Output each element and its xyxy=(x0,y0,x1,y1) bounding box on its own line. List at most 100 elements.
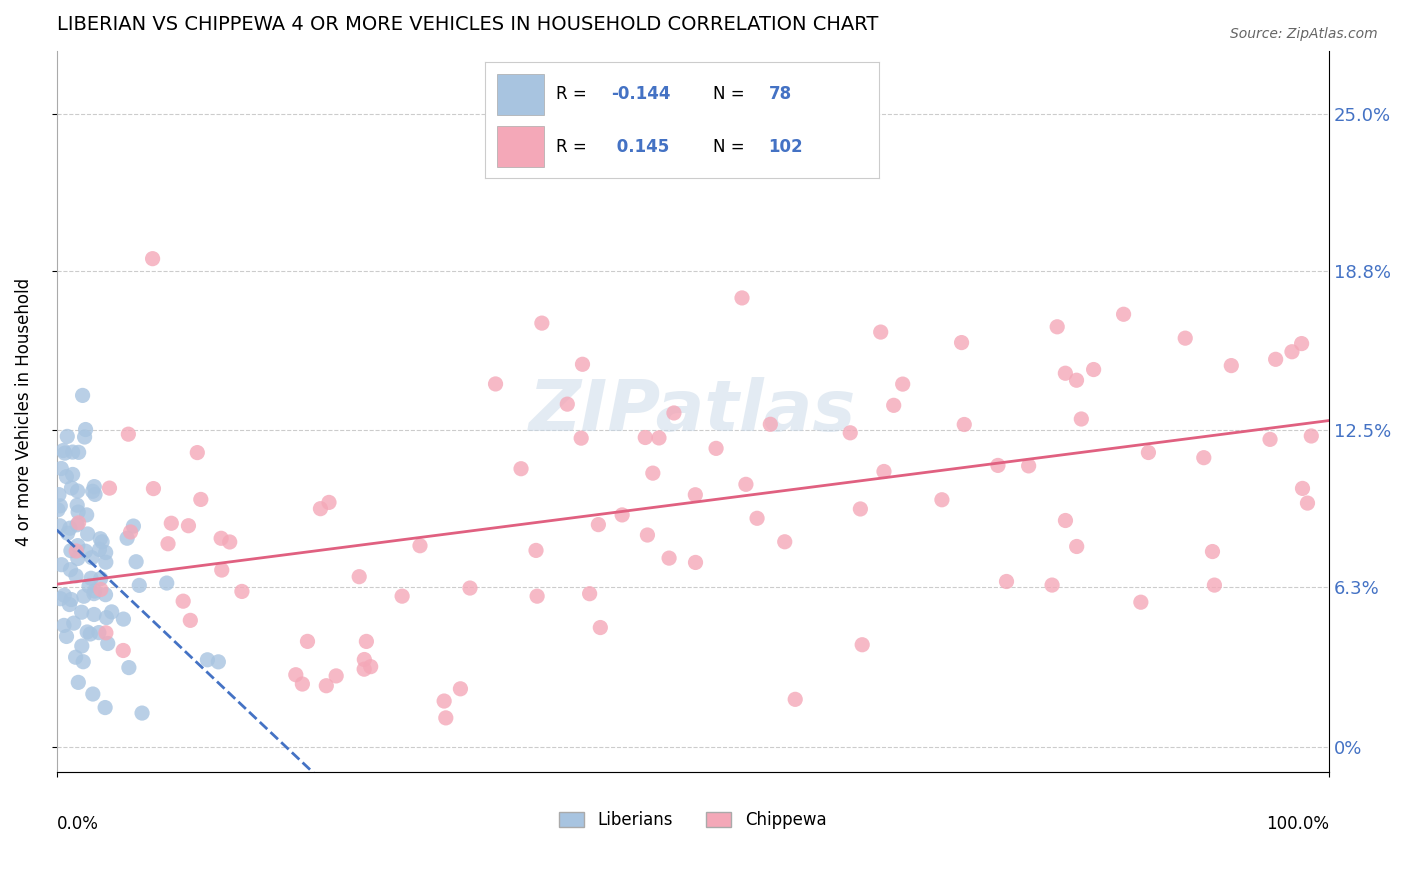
Point xyxy=(87,625,110,640)
Point xyxy=(353,662,375,676)
Point xyxy=(291,677,314,691)
Point xyxy=(62,616,84,631)
Point xyxy=(66,484,89,499)
Point xyxy=(115,531,138,545)
Point xyxy=(773,534,796,549)
Point xyxy=(641,466,664,480)
Point xyxy=(1129,595,1152,609)
Point xyxy=(849,502,872,516)
Point xyxy=(80,550,103,565)
Point xyxy=(1137,445,1160,459)
Point xyxy=(70,639,93,653)
Point xyxy=(62,467,84,482)
Text: 0.145: 0.145 xyxy=(612,138,669,156)
Point xyxy=(122,519,145,533)
Point xyxy=(1220,359,1243,373)
Point xyxy=(94,588,117,602)
Point xyxy=(449,681,471,696)
Point xyxy=(1258,433,1281,447)
Point xyxy=(569,431,592,445)
Point xyxy=(731,291,754,305)
Point xyxy=(1054,366,1077,380)
Point xyxy=(157,537,180,551)
Point xyxy=(53,446,76,460)
Text: -0.144: -0.144 xyxy=(612,85,671,103)
Point xyxy=(67,505,90,519)
Point xyxy=(51,461,73,475)
Point xyxy=(160,516,183,531)
Point xyxy=(634,430,657,444)
Point xyxy=(172,594,194,608)
Point xyxy=(58,598,80,612)
Point xyxy=(91,534,114,549)
Point xyxy=(735,477,758,491)
Point xyxy=(112,643,135,657)
Point xyxy=(555,397,578,411)
Point xyxy=(125,555,148,569)
Point xyxy=(177,518,200,533)
Point xyxy=(156,576,179,591)
Point xyxy=(60,592,83,607)
Point xyxy=(658,551,681,566)
Point xyxy=(80,571,103,585)
Point xyxy=(785,692,807,706)
Point xyxy=(55,630,77,644)
Point xyxy=(1301,429,1323,443)
Point xyxy=(98,481,121,495)
Point xyxy=(94,555,117,569)
Point xyxy=(65,568,87,582)
Point xyxy=(1070,412,1092,426)
Point xyxy=(484,376,506,391)
Point xyxy=(48,488,70,502)
Point xyxy=(434,711,457,725)
Point xyxy=(62,445,84,459)
Point xyxy=(1083,362,1105,376)
Point xyxy=(433,694,456,708)
Text: 78: 78 xyxy=(769,85,792,103)
Point xyxy=(112,612,135,626)
Point xyxy=(1281,344,1303,359)
Point xyxy=(72,388,94,402)
Point xyxy=(94,625,117,640)
Point xyxy=(66,551,89,566)
Point xyxy=(59,563,82,577)
Point xyxy=(391,589,413,603)
Point xyxy=(325,669,347,683)
Point xyxy=(950,335,973,350)
Point xyxy=(97,636,120,650)
Point xyxy=(315,679,337,693)
Point xyxy=(46,503,69,517)
Point xyxy=(759,417,782,432)
Point xyxy=(75,544,97,558)
Point xyxy=(186,445,208,459)
Point xyxy=(873,465,896,479)
Point xyxy=(49,591,72,606)
Point xyxy=(347,570,370,584)
Point xyxy=(1296,496,1319,510)
Point xyxy=(65,650,87,665)
Point xyxy=(1174,331,1197,345)
Point xyxy=(648,431,671,445)
Point xyxy=(77,579,100,593)
Point xyxy=(94,700,117,714)
Point xyxy=(66,517,89,532)
Text: LIBERIAN VS CHIPPEWA 4 OR MORE VEHICLES IN HOUSEHOLD CORRELATION CHART: LIBERIAN VS CHIPPEWA 4 OR MORE VEHICLES … xyxy=(56,15,877,34)
Point xyxy=(685,556,707,570)
Point xyxy=(231,584,253,599)
Point xyxy=(118,660,141,674)
Point xyxy=(1192,450,1215,465)
Point xyxy=(56,526,79,541)
Point xyxy=(66,539,89,553)
Point xyxy=(883,398,905,412)
Point xyxy=(869,325,891,339)
Point xyxy=(662,406,685,420)
Point xyxy=(636,528,658,542)
Point xyxy=(353,652,375,666)
Point xyxy=(745,511,768,525)
Point xyxy=(610,508,633,522)
Point xyxy=(1040,578,1063,592)
Point xyxy=(72,655,94,669)
Point xyxy=(56,429,79,443)
Bar xyxy=(496,74,544,114)
Point xyxy=(207,655,229,669)
